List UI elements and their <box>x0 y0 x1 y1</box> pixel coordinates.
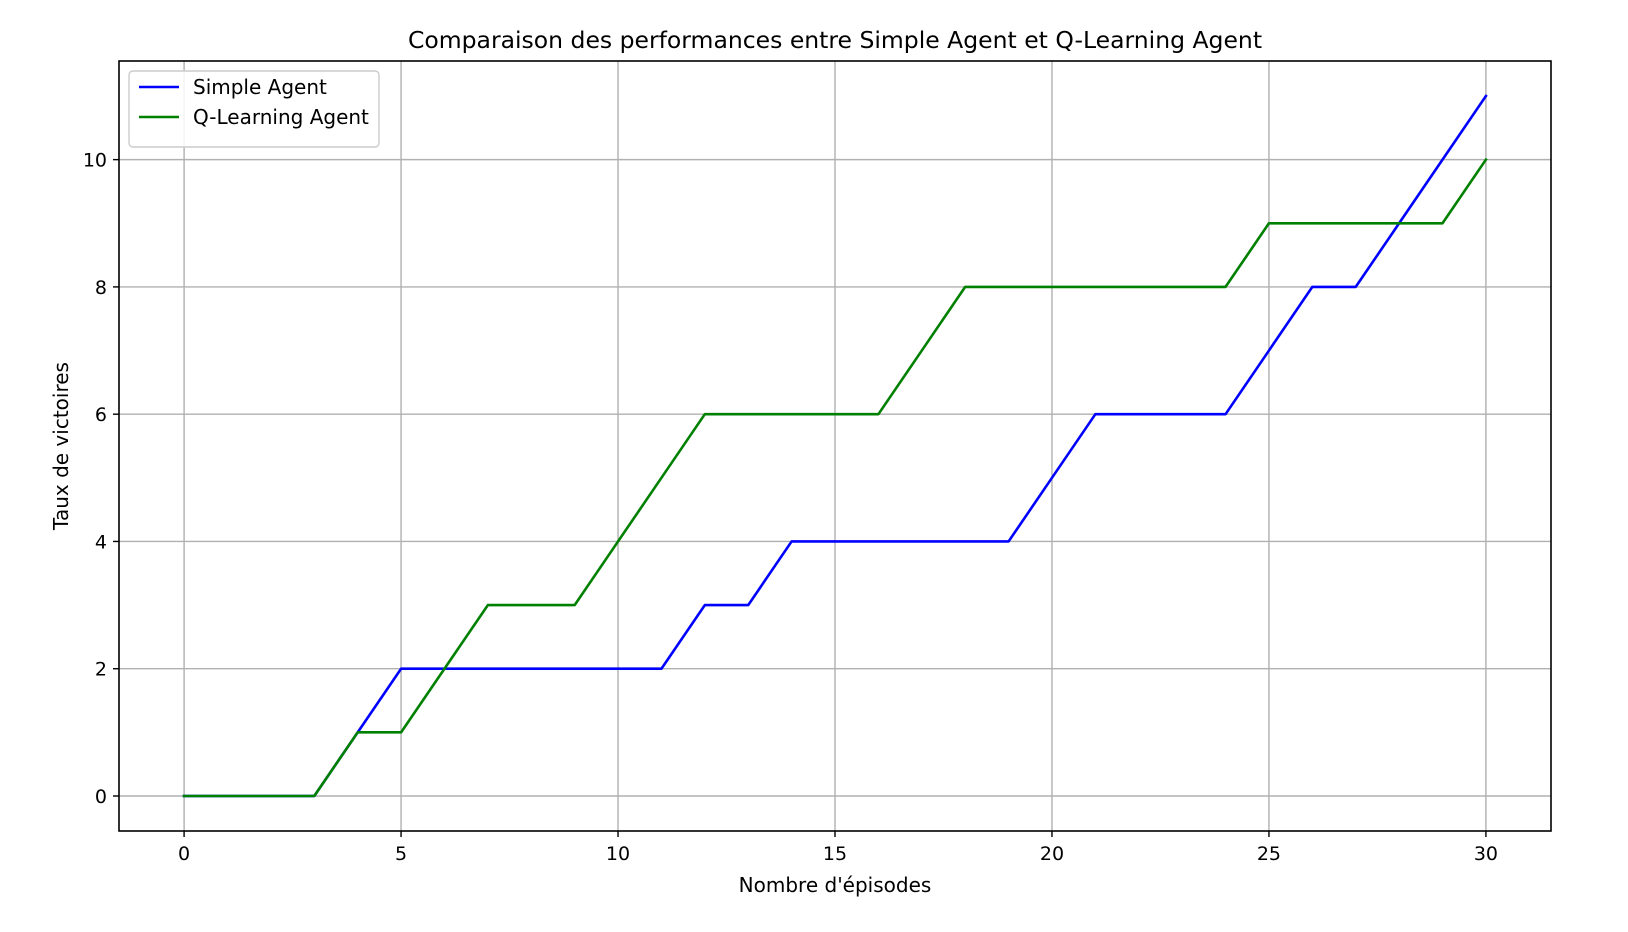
series-line-simple-agent <box>182 94 1488 798</box>
legend: Simple Agent Q-Learning Agent <box>128 70 380 148</box>
series-line-q-learning-agent <box>182 157 1488 798</box>
x-tick-label: 30 <box>1474 843 1498 865</box>
grid-lines <box>119 61 1551 831</box>
y-tick-label: 6 <box>95 404 107 426</box>
x-tick-label: 5 <box>395 843 407 865</box>
y-axis-title: Taux de victoires <box>49 362 73 531</box>
y-tick-label: 10 <box>83 150 107 172</box>
legend-label: Q-Learning Agent <box>193 105 369 129</box>
axis-ticks: 0 5 10 15 20 25 30 0 2 4 6 8 10 <box>83 150 1498 865</box>
x-tick-label: 10 <box>606 843 630 865</box>
x-tick-label: 25 <box>1257 843 1281 865</box>
legend-box <box>128 70 380 148</box>
series-lines <box>182 94 1488 798</box>
x-tick-label: 20 <box>1040 843 1064 865</box>
x-axis-title: Nombre d'épisodes <box>739 873 932 897</box>
y-tick-label: 2 <box>95 659 107 681</box>
x-tick-label: 15 <box>823 843 847 865</box>
x-tick-label: 0 <box>178 843 190 865</box>
y-tick-label: 8 <box>95 277 107 299</box>
y-tick-label: 4 <box>95 531 107 553</box>
chart-title: Comparaison des performances entre Simpl… <box>408 26 1262 54</box>
y-tick-label: 0 <box>95 786 107 808</box>
legend-label: Simple Agent <box>193 75 327 99</box>
